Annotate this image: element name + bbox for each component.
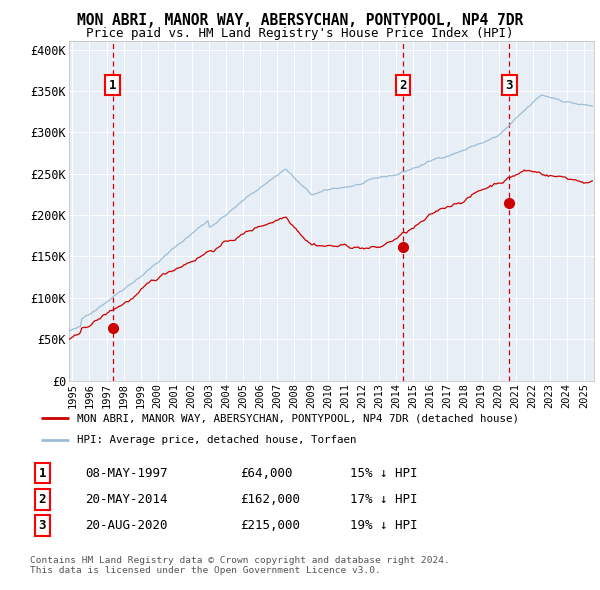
Text: 1: 1	[109, 79, 116, 92]
Text: 2: 2	[399, 79, 407, 92]
Text: 20-MAY-2014: 20-MAY-2014	[85, 493, 168, 506]
Text: MON ABRI, MANOR WAY, ABERSYCHAN, PONTYPOOL, NP4 7DR: MON ABRI, MANOR WAY, ABERSYCHAN, PONTYPO…	[77, 13, 523, 28]
Text: 20-AUG-2020: 20-AUG-2020	[85, 519, 168, 532]
Text: £64,000: £64,000	[240, 467, 292, 480]
Text: 19% ↓ HPI: 19% ↓ HPI	[350, 519, 418, 532]
Text: £162,000: £162,000	[240, 493, 300, 506]
Text: Price paid vs. HM Land Registry's House Price Index (HPI): Price paid vs. HM Land Registry's House …	[86, 27, 514, 40]
Text: Contains HM Land Registry data © Crown copyright and database right 2024.: Contains HM Land Registry data © Crown c…	[30, 556, 450, 565]
Text: 15% ↓ HPI: 15% ↓ HPI	[350, 467, 418, 480]
Text: 3: 3	[506, 79, 513, 92]
Text: 2: 2	[38, 493, 46, 506]
Text: £215,000: £215,000	[240, 519, 300, 532]
Text: 08-MAY-1997: 08-MAY-1997	[85, 467, 168, 480]
Text: MON ABRI, MANOR WAY, ABERSYCHAN, PONTYPOOL, NP4 7DR (detached house): MON ABRI, MANOR WAY, ABERSYCHAN, PONTYPO…	[77, 413, 519, 423]
Text: HPI: Average price, detached house, Torfaen: HPI: Average price, detached house, Torf…	[77, 435, 356, 445]
Text: 3: 3	[38, 519, 46, 532]
Text: This data is licensed under the Open Government Licence v3.0.: This data is licensed under the Open Gov…	[30, 566, 381, 575]
Text: 17% ↓ HPI: 17% ↓ HPI	[350, 493, 418, 506]
Text: 1: 1	[38, 467, 46, 480]
